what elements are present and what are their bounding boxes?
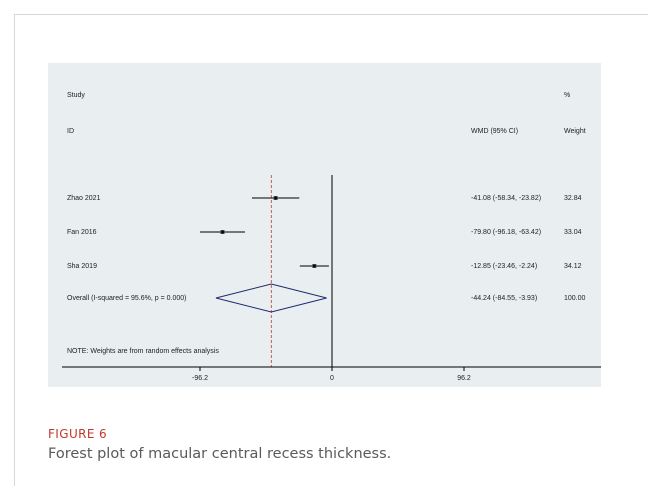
header-effect: WMD (95% CI) (471, 128, 518, 135)
overall-weight: 100.00 (564, 295, 586, 302)
study-point (313, 264, 316, 268)
plot-panel (48, 63, 601, 387)
overall-diamond (215, 283, 327, 313)
x-tick-label: -96.2 (192, 375, 208, 382)
overall-ci-text: -44.24 (-84.55, -3.93) (471, 295, 537, 302)
figure-caption: FIGURE 6 Forest plot of macular central … (48, 427, 638, 462)
study-weight: 32.84 (564, 195, 582, 202)
study-label: Fan 2016 (67, 229, 97, 236)
study-ci-text: -79.80 (-96.18, -63.42) (471, 229, 541, 236)
study-point (274, 196, 277, 200)
header-weight: Weight (564, 128, 586, 135)
study-point (221, 230, 224, 234)
header-id: ID (67, 128, 74, 135)
x-tick-label: 0 (330, 375, 334, 382)
analysis-note: NOTE: Weights are from random effects an… (67, 348, 219, 355)
figure-label: FIGURE 6 (48, 427, 108, 441)
study-weight: 34.12 (564, 263, 582, 270)
figure-frame (14, 14, 648, 486)
figure-caption-text: Forest plot of macular central recess th… (48, 446, 392, 462)
header-weight-pct: % (564, 92, 570, 99)
study-ci-text: -41.08 (-58.34, -23.82) (471, 195, 541, 202)
forest-plot: Study % ID WMD (95% CI) Weight Zhao 2021… (62, 92, 601, 382)
study-ci-text: -12.85 (-23.46, -2.24) (471, 263, 537, 270)
overall-label: Overall (I-squared = 95.6%, p = 0.000) (67, 295, 186, 302)
study-weight: 33.04 (564, 229, 582, 236)
x-tick-label: 96.2 (457, 375, 471, 382)
study-label: Sha 2019 (67, 263, 97, 270)
forest-marks: -96.2 0 96.2 (62, 175, 601, 382)
header-study: Study (67, 92, 85, 99)
study-label: Zhao 2021 (67, 195, 101, 202)
